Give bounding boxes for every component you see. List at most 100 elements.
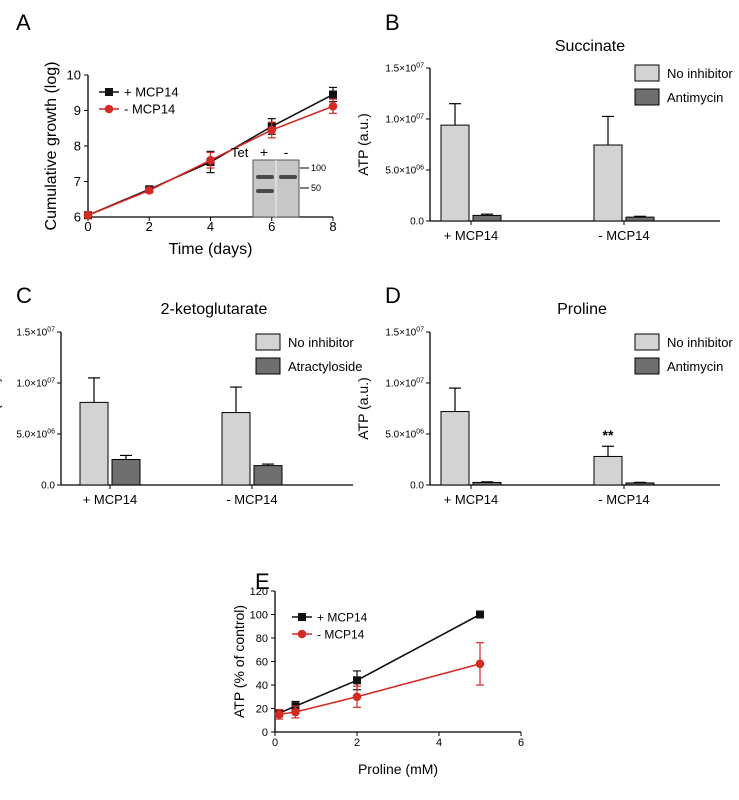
panel-c-ketoglutarate-chart: 2-ketoglutarate 0.0 5.0×1006 1.0×1007 1.5×10… [0, 301, 362, 507]
bar-antimycin-mcp14 [625, 482, 655, 486]
legend-swatch-no-inhibitor [634, 333, 660, 351]
y-tick-label: 6 [74, 210, 81, 225]
x-tick-label: 6 [268, 219, 275, 234]
legend-swatch-atractyloside [255, 357, 281, 375]
x-tick-label: 4 [436, 737, 442, 749]
y-tick-label: 1.5×1007 [16, 327, 55, 339]
y-tick-label: 80 [256, 633, 268, 645]
x-tick-label: + MCP14 [444, 492, 499, 507]
data-point-mcp14 [144, 186, 154, 195]
panel-label-e: E [255, 569, 270, 594]
panel-label-a: A [16, 10, 31, 35]
x-tick-label: + MCP14 [444, 228, 499, 243]
data-point-mcp14 [476, 610, 484, 619]
y-tick-label: 5.0×1006 [385, 165, 424, 177]
y-tick-label: 1.5×1007 [385, 327, 424, 339]
x-axis-label: Proline (mM) [358, 761, 438, 777]
bar-no-inhibitor-mcp14 [593, 144, 623, 222]
legend-label: - MCP14 [124, 102, 175, 117]
blot-marker-label: 100 [311, 163, 326, 173]
y-axis-label: ATP (a.u.) [355, 377, 371, 440]
y-axis-label: ATP (a.u.) [355, 113, 371, 176]
y-tick-label: 100 [250, 609, 268, 621]
x-tick-label: - MCP14 [598, 492, 649, 507]
y-tick-label: 40 [256, 680, 268, 692]
x-tick-label: 8 [329, 219, 336, 234]
x-tick-label: 4 [207, 219, 214, 234]
blot-minus-label: - [284, 144, 289, 160]
y-axis-label: ATP (a.u.) [0, 377, 2, 440]
panel-a-growth-chart: 0 2 4 6 8 6 7 8 9 10 Time (days) Cumulative growth … [43, 62, 338, 258]
legend-swatch-no-inhibitor [255, 333, 281, 351]
y-tick-label: 0 [262, 727, 268, 739]
blot-plus-label: + [260, 144, 268, 160]
chart-title: 2-ketoglutarate [161, 301, 268, 318]
y-tick-label: 0.0 [410, 481, 424, 492]
legend-label: + MCP14 [124, 85, 179, 100]
significance-annotation: ** [603, 427, 614, 443]
legend-label: No inhibitor [667, 66, 733, 81]
y-tick-label: 9 [74, 103, 81, 118]
x-axis-label: Time (days) [169, 241, 253, 258]
data-point-mcp14 [83, 210, 93, 220]
x-tick-label: 0 [272, 737, 278, 749]
blot-band [256, 175, 274, 179]
western-blot-inset: Tet + - 100 50 [231, 144, 326, 218]
bar-antimycin-mcp14 [472, 214, 502, 222]
panel-d-proline-chart: Proline 0.0 5.0×1006 1.0×1007 1.5×1007 ATP (a… [355, 301, 733, 507]
y-tick-label: 60 [256, 656, 268, 668]
legend-marker [105, 88, 113, 96]
blot-tet-label: Tet [231, 145, 249, 160]
y-tick-label: 0.0 [410, 217, 424, 228]
data-point-mcp14 [329, 90, 337, 99]
data-point-mcp14 [475, 659, 485, 669]
x-tick-label: - MCP14 [598, 228, 649, 243]
blot-marker-label: 50 [311, 183, 321, 193]
legend-swatch-no-inhibitor [634, 64, 660, 82]
series-line-mcp14 [278, 663, 481, 716]
y-tick-label: 1.0×1007 [385, 114, 424, 126]
y-tick-label: 1.0×1007 [385, 378, 424, 390]
data-point-mcp14 [352, 692, 362, 702]
x-tick-label: 2 [354, 737, 360, 749]
legend-marker [298, 613, 306, 621]
legend-label: Antimycin [667, 359, 723, 374]
bar-no-inhibitor-mcp14 [593, 455, 623, 486]
y-axis-label: ATP (% of control) [231, 605, 247, 718]
y-tick-label: 7 [74, 174, 81, 189]
blot-band [256, 189, 274, 193]
panel-label-c: C [16, 283, 32, 308]
y-axis-label: Cumulative growth (log) [43, 62, 60, 231]
panel-label-d: D [385, 283, 401, 308]
y-tick-label: 8 [74, 139, 81, 154]
data-point-mcp14 [274, 710, 284, 719]
bar-antimycin-mcp14 [625, 216, 655, 222]
y-tick-label: 5.0×1006 [16, 429, 55, 441]
data-point-mcp14 [206, 155, 215, 165]
data-point-mcp14 [291, 707, 300, 717]
x-tick-label: 6 [518, 737, 524, 749]
y-tick-label: 1.0×1007 [16, 378, 55, 390]
bar-atractyloside-mcp14 [111, 459, 141, 486]
bar-no-inhibitor-mcp14 [221, 412, 251, 486]
data-point-mcp14 [353, 676, 361, 685]
chart-title: Succinate [555, 38, 625, 55]
bar-no-inhibitor-mcp14 [79, 401, 109, 486]
legend-label: + MCP14 [317, 610, 368, 624]
legend-marker [104, 104, 114, 114]
x-tick-label: + MCP14 [83, 492, 138, 507]
y-tick-label: 10 [67, 68, 81, 83]
bar-atractyloside-mcp14 [253, 465, 283, 486]
data-point-mcp14 [267, 125, 277, 135]
x-tick-label: - MCP14 [226, 492, 277, 507]
legend-label: Atractyloside [288, 359, 362, 374]
legend-marker [297, 629, 307, 639]
legend-label: - MCP14 [317, 627, 365, 641]
panel-b-succinate-chart: Succinate 0.0 5.0×1006 1.0×1007 1.5×1007 ATP … [355, 38, 733, 243]
bar-no-inhibitor-mcp14 [440, 411, 470, 486]
panel-labels: A B C D E [16, 10, 401, 594]
panel-label-b: B [385, 10, 400, 35]
x-tick-label: 2 [146, 219, 153, 234]
legend-label: Antimycin [667, 90, 723, 105]
blot-band [279, 175, 297, 179]
